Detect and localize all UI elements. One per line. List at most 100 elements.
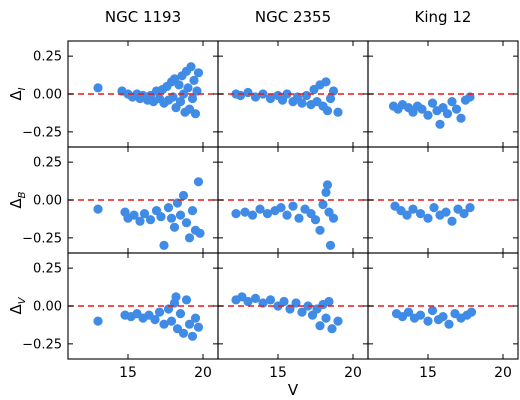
y-tick-label: 0.00 xyxy=(33,194,62,209)
data-point xyxy=(441,207,451,217)
data-point xyxy=(181,218,192,228)
row-label-sub-v: V xyxy=(17,296,28,304)
data-point xyxy=(187,206,198,216)
data-point xyxy=(195,228,205,238)
data-point xyxy=(427,305,438,316)
data-point xyxy=(333,316,343,326)
data-point xyxy=(166,316,177,326)
x-tick-label: 20 xyxy=(344,365,362,381)
data-point xyxy=(325,93,336,104)
points-king-12-delta-i xyxy=(388,92,475,129)
panel-ngc-2355-delta-i xyxy=(217,40,369,148)
data-point xyxy=(145,215,156,225)
panel-king-12-delta-i xyxy=(367,40,519,148)
data-point xyxy=(183,83,193,93)
data-point xyxy=(423,213,433,223)
data-point xyxy=(175,210,186,220)
data-point xyxy=(193,322,204,332)
data-point xyxy=(321,187,331,197)
data-point xyxy=(262,209,273,219)
data-point xyxy=(321,313,331,323)
points-ngc-1193-delta-v xyxy=(93,292,204,341)
data-point xyxy=(178,190,189,201)
data-point xyxy=(310,215,321,225)
panel-king-12-delta-b xyxy=(367,146,519,254)
data-point xyxy=(156,212,166,222)
data-point xyxy=(322,106,333,116)
data-point xyxy=(247,210,258,220)
data-point xyxy=(154,307,165,317)
panel-grid: −0.25 0.00 0.25 −0.25 0.00 0.25 −0.25 0.00 0.25 1… xyxy=(22,40,519,381)
data-point xyxy=(315,321,325,331)
row-label-delta-v: ΔV xyxy=(7,296,28,314)
x-tick-label: 15 xyxy=(419,365,437,381)
data-point xyxy=(189,75,199,85)
y-tick-label: 0.25 xyxy=(33,262,62,277)
data-point xyxy=(435,119,445,129)
panel-ngc-1193-delta-b: −0.25 0.00 0.25 xyxy=(22,146,219,254)
data-point xyxy=(184,233,195,243)
data-point xyxy=(163,203,174,213)
data-point xyxy=(318,199,328,210)
data-point xyxy=(301,90,312,101)
data-point xyxy=(297,307,307,317)
points-ngc-2355-delta-v xyxy=(231,292,343,334)
data-point xyxy=(447,97,457,107)
data-point xyxy=(415,209,426,219)
row-label-delta-b: ΔB xyxy=(7,191,28,208)
data-point xyxy=(402,210,412,220)
data-point xyxy=(423,316,433,326)
data-point xyxy=(186,62,196,72)
y-tick-label: 0.25 xyxy=(33,50,62,65)
data-point xyxy=(417,104,427,114)
data-point xyxy=(328,213,339,223)
data-point xyxy=(408,204,418,214)
data-point xyxy=(243,296,253,307)
row-label-delta-i: ΔI xyxy=(7,87,28,100)
data-point xyxy=(403,307,414,317)
data-point xyxy=(139,209,150,219)
data-point xyxy=(333,107,343,117)
data-point xyxy=(324,296,334,307)
data-point xyxy=(255,204,265,214)
data-point xyxy=(190,313,201,323)
panel-ngc-1193-delta-v: −0.25 0.00 0.25 15 20 xyxy=(22,252,219,381)
x-tick-label: 20 xyxy=(194,365,212,381)
data-point xyxy=(427,98,438,108)
data-point xyxy=(282,89,292,99)
data-point xyxy=(444,319,454,329)
panel-frame xyxy=(367,252,519,360)
column-titles: NGC 1193 NGC 2355 King 12 xyxy=(105,8,472,26)
row-label-sub-b: B xyxy=(17,191,28,198)
column-title-ngc-1193: NGC 1193 xyxy=(105,8,181,26)
data-point xyxy=(243,87,253,98)
data-point xyxy=(265,295,276,305)
points-king-12-delta-v xyxy=(391,305,477,329)
data-point xyxy=(190,109,201,119)
row-label-sub-i: I xyxy=(17,87,28,90)
y-tick-label: 0.00 xyxy=(33,88,62,103)
data-point xyxy=(150,315,160,325)
points-ngc-1193-delta-b xyxy=(93,177,205,250)
points-ngc-2355-delta-b xyxy=(231,180,339,250)
column-title-ngc-2355: NGC 2355 xyxy=(255,8,331,26)
data-point xyxy=(288,201,298,211)
data-point xyxy=(325,240,336,250)
data-point xyxy=(93,316,103,326)
panel-ngc-1193-delta-i: −0.25 0.00 0.25 xyxy=(22,40,219,148)
data-point xyxy=(279,296,289,307)
data-point xyxy=(193,177,204,187)
panel-ngc-2355-delta-b xyxy=(217,146,369,254)
data-point xyxy=(169,222,180,232)
data-point xyxy=(187,331,198,341)
points-ngc-1193-delta-i xyxy=(93,62,204,119)
data-point xyxy=(174,80,184,90)
data-point xyxy=(282,210,292,220)
x-axis-label: V xyxy=(288,381,299,399)
data-point xyxy=(465,203,475,213)
data-point xyxy=(193,68,204,78)
data-point xyxy=(466,307,477,317)
y-tick-label: −0.25 xyxy=(22,231,62,246)
data-point xyxy=(447,216,457,226)
data-point xyxy=(129,210,139,220)
